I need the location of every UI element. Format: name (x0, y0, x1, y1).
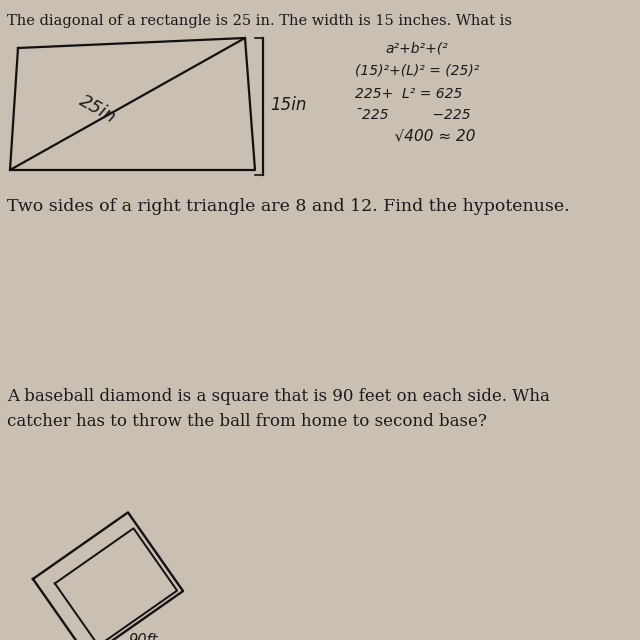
Text: 225+  L² = 625: 225+ L² = 625 (355, 87, 462, 101)
Text: 15in: 15in (270, 96, 307, 114)
Text: √400 ≈ 20: √400 ≈ 20 (375, 128, 476, 143)
Text: a²+b²+(²: a²+b²+(² (385, 42, 448, 56)
Text: The diagonal of a rectangle is 25 in. The width is 15 inches. What is: The diagonal of a rectangle is 25 in. Th… (7, 14, 512, 28)
Text: 25in: 25in (76, 92, 119, 127)
Text: 90ft: 90ft (128, 633, 157, 640)
Text: (15)²+(L)² = (25)²: (15)²+(L)² = (25)² (355, 64, 479, 78)
Text: A baseball diamond is a square that is 90 feet on each side. Wha: A baseball diamond is a square that is 9… (7, 388, 550, 405)
Text: Two sides of a right triangle are 8 and 12. Find the hypotenuse.: Two sides of a right triangle are 8 and … (7, 198, 570, 215)
Text: ¯225          −225: ¯225 −225 (355, 108, 470, 122)
Text: catcher has to throw the ball from home to second base?: catcher has to throw the ball from home … (7, 413, 487, 430)
